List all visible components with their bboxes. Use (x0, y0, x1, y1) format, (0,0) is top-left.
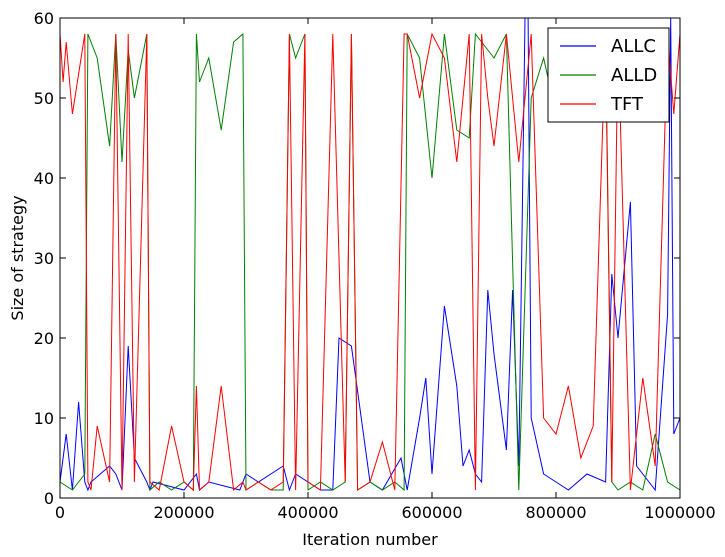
x-tick-label: 800000 (525, 503, 586, 522)
legend-label-tft: TFT (610, 94, 644, 115)
series-line-tft (59, 32, 681, 492)
x-axis-label: Iteration number (302, 530, 438, 549)
legend-label-alld: ALLD (611, 65, 657, 86)
y-tick-label: 30 (34, 249, 54, 268)
x-tick-label: 1000000 (644, 503, 715, 522)
legend: ALLC ALLD TFT (547, 27, 670, 123)
x-tick-label: 600000 (401, 503, 462, 522)
y-tick-label: 40 (34, 169, 54, 188)
y-tick-label: 0 (44, 489, 54, 508)
y-tick-label: 20 (34, 329, 54, 348)
y-axis-label: Size of strategy (8, 195, 27, 320)
axis-ticks (59, 17, 681, 499)
x-tick-label: 200000 (153, 503, 214, 522)
y-tick-label: 10 (34, 409, 54, 428)
legend-label-allc: ALLC (611, 36, 656, 57)
y-tick-label: 60 (34, 9, 54, 28)
y-tick-label: 50 (34, 89, 54, 108)
tick-labels: 0 200000 400000 600000 800000 1000000 0 10 20 30 4… (34, 9, 716, 522)
x-tick-label: 400000 (277, 503, 338, 522)
x-tick-label: 0 (55, 503, 65, 522)
